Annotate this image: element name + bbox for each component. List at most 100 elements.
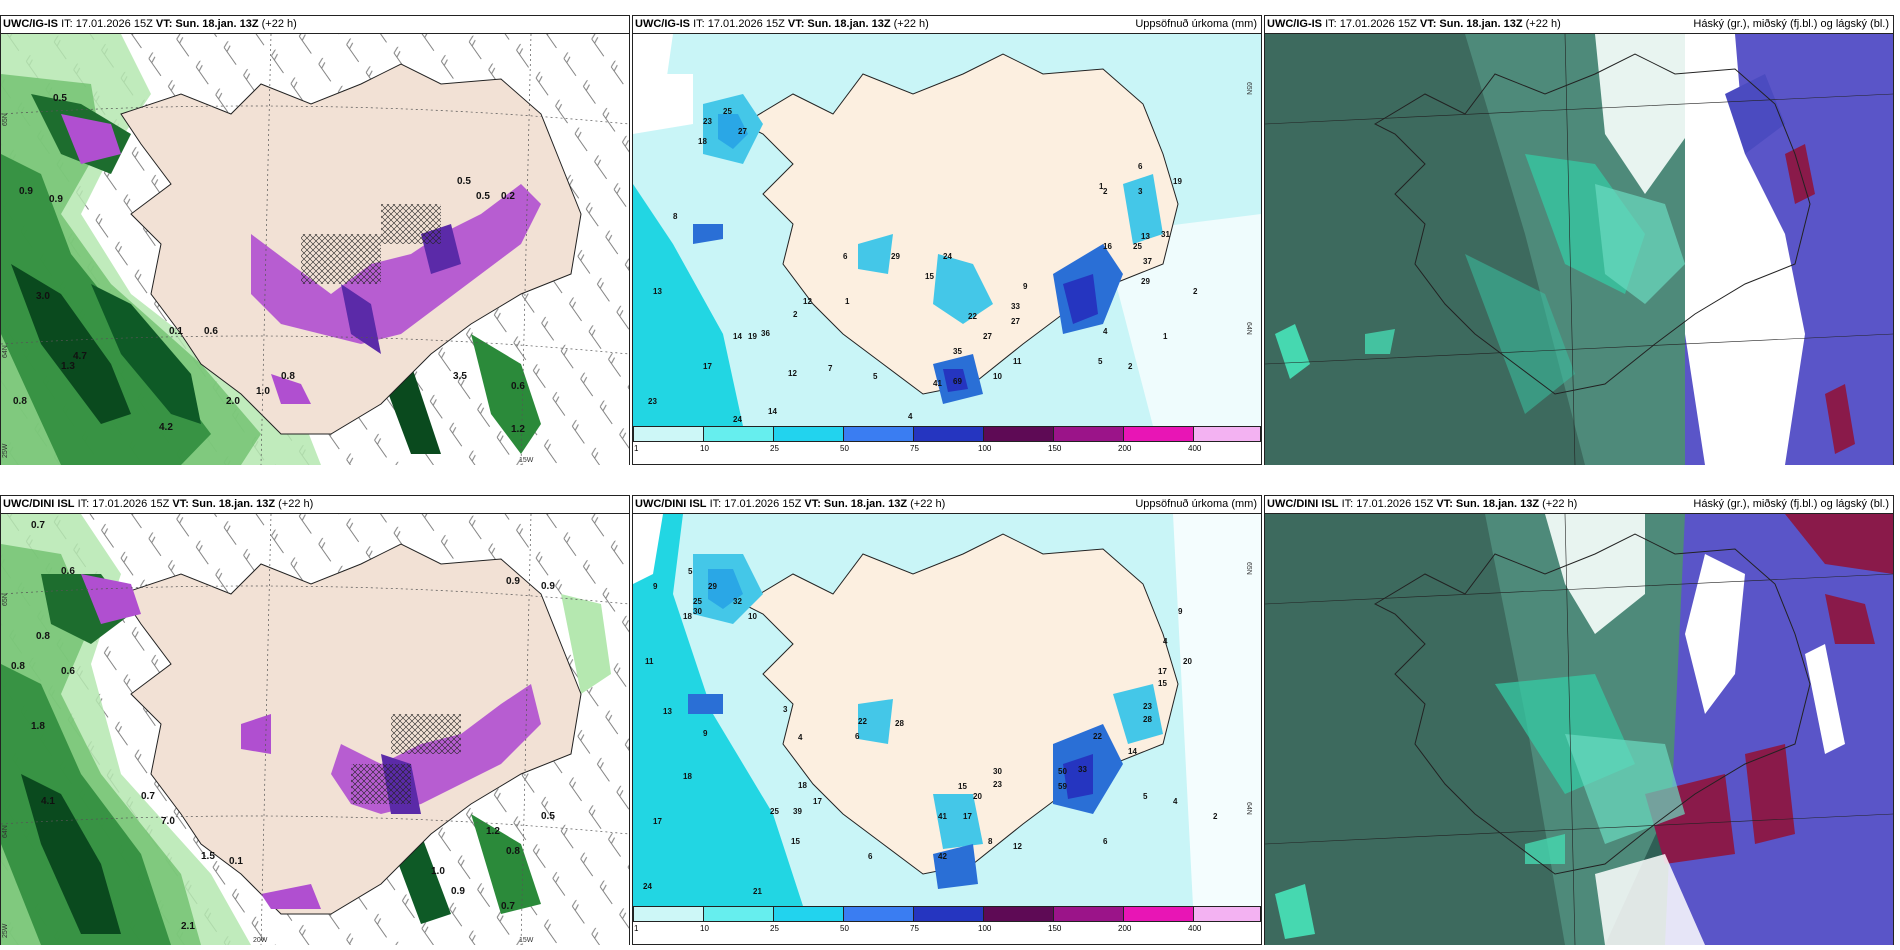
precip-value: 18 bbox=[683, 612, 692, 621]
wind-value: 7.0 bbox=[161, 816, 175, 827]
precip-value: 13 bbox=[1141, 232, 1150, 241]
precip-value: 2 bbox=[1128, 362, 1133, 371]
wind-value: 0.6 bbox=[61, 666, 75, 677]
colorbar-tick: 200 bbox=[1118, 444, 1132, 453]
grid-label: 20W bbox=[253, 937, 268, 944]
wind-value: 4.2 bbox=[159, 422, 173, 433]
precip-value: 8 bbox=[673, 212, 678, 221]
wind-value: 1.5 bbox=[201, 851, 215, 862]
precip-value: 5 bbox=[873, 372, 878, 381]
colorbar-segment bbox=[633, 426, 703, 442]
model-name: UWC/IG-IS bbox=[1267, 18, 1322, 30]
precip-value: 15 bbox=[925, 272, 934, 281]
valid-time: VT: Sun. 18.jan. 13Z bbox=[155, 18, 259, 30]
grid-label: 15W bbox=[519, 457, 534, 464]
precip-value: 29 bbox=[891, 252, 900, 261]
precip-value: 13 bbox=[653, 287, 662, 296]
precip-value: 15 bbox=[958, 782, 967, 791]
wind-value: 4.7 bbox=[73, 351, 87, 362]
precip-value: 23 bbox=[993, 780, 1002, 789]
precip-value: 9 bbox=[703, 729, 708, 738]
wind-value: 4.1 bbox=[41, 796, 55, 807]
colorbar-tick: 400 bbox=[1188, 444, 1202, 453]
colorbar-segment bbox=[843, 426, 913, 442]
colorbar-segment bbox=[913, 426, 983, 442]
wind-value: 0.9 bbox=[451, 886, 465, 897]
wind-value: 1.2 bbox=[511, 424, 525, 435]
colorbar-tick: 10 bbox=[700, 924, 709, 933]
precip-value: 6 bbox=[1138, 162, 1143, 171]
colorbar-tick: 50 bbox=[840, 444, 849, 453]
precip-value: 12 bbox=[803, 297, 812, 306]
wind-value: 1.0 bbox=[256, 386, 270, 397]
precip-value: 33 bbox=[1011, 302, 1020, 311]
precip-value: 12 bbox=[788, 369, 797, 378]
init-time: IT: 17.01.2026 15Z bbox=[693, 18, 785, 30]
wind-value: 1.0 bbox=[431, 866, 445, 877]
precip-value: 6 bbox=[1103, 837, 1108, 846]
precip-value: 9 bbox=[653, 582, 658, 591]
panel-dini-clouds: UWC/DINI ISL IT: 17.01.2026 15Z VT: Sun.… bbox=[1264, 495, 1894, 945]
precip-value: 5 bbox=[1098, 357, 1103, 366]
precip-value: 24 bbox=[943, 252, 952, 261]
precip-value: 32 bbox=[733, 597, 742, 606]
colorbar-segment bbox=[843, 906, 913, 922]
precip-value: 14 bbox=[768, 407, 777, 416]
precip-value: 41 bbox=[938, 812, 947, 821]
precip-value: 50 bbox=[1058, 767, 1067, 776]
precip-colorbar: 1 10 25 50 75 100 150 200 400 bbox=[633, 426, 1261, 464]
precip-value: 8 bbox=[988, 837, 993, 846]
precip-value: 59 bbox=[1058, 782, 1067, 791]
precip-value: 1 bbox=[845, 297, 850, 306]
precip-value: 12 bbox=[1013, 842, 1022, 851]
colorbar-tick: 100 bbox=[978, 444, 992, 453]
init-time: IT: 17.01.2026 15Z bbox=[61, 18, 153, 30]
grid-label: 25W bbox=[2, 443, 9, 458]
precip-value: 11 bbox=[1013, 357, 1022, 366]
wind-value: 0.8 bbox=[281, 371, 295, 382]
precip-value: 17 bbox=[653, 817, 662, 826]
precip-map: 5 9 29 25 32 10 30 18 11 13 18 17 24 21 … bbox=[633, 513, 1261, 906]
precip-value: 1 bbox=[1163, 332, 1168, 341]
colorbar-tick: 75 bbox=[910, 444, 919, 453]
panel-dini-precip: UWC/DINI ISL IT: 17.01.2026 15Z VT: Sun.… bbox=[632, 495, 1262, 945]
panel-ig-is-precip: UWC/IG-IS IT: 17.01.2026 15Z VT: Sun. 18… bbox=[632, 15, 1262, 465]
precip-colorbar: 1 10 25 50 75 100 150 200 400 bbox=[633, 906, 1261, 944]
wind-value: 0.6 bbox=[61, 566, 75, 577]
precip-value: 30 bbox=[693, 607, 702, 616]
precip-value: 22 bbox=[1093, 732, 1102, 741]
panel-variable-title: Uppsöfnuð úrkoma (mm) bbox=[1135, 18, 1257, 30]
precip-value: 6 bbox=[868, 852, 873, 861]
precip-value: 22 bbox=[968, 312, 977, 321]
colorbar-tick: 1 bbox=[634, 924, 639, 933]
colorbar-segment bbox=[913, 906, 983, 922]
wind-value: 0.9 bbox=[49, 194, 63, 205]
precip-value: 24 bbox=[643, 882, 652, 891]
wind-value: 0.5 bbox=[476, 191, 490, 202]
precip-value: 3 bbox=[1138, 187, 1143, 196]
precip-value: 7 bbox=[828, 364, 833, 373]
colorbar-segment bbox=[983, 426, 1053, 442]
precip-value: 2 bbox=[1213, 812, 1218, 821]
precip-map: 23 25 27 18 8 13 17 23 24 14 12 7 5 4 41… bbox=[633, 33, 1261, 426]
panel-header: UWC/DINI ISL IT: 17.01.2026 15Z VT: Sun.… bbox=[635, 496, 1257, 512]
precip-value: 28 bbox=[895, 719, 904, 728]
lead-time: (+22 h) bbox=[261, 18, 297, 30]
precip-value: 6 bbox=[843, 252, 848, 261]
wind-value: 0.7 bbox=[141, 791, 155, 802]
colorbar-tick: 75 bbox=[910, 924, 919, 933]
precip-value: 14 bbox=[1128, 747, 1137, 756]
precip-value: 1 bbox=[1099, 182, 1104, 191]
precip-value: 19 bbox=[1173, 177, 1182, 186]
colorbar-segment bbox=[773, 426, 843, 442]
wind-value: 0.5 bbox=[541, 811, 555, 822]
colorbar-tick: 100 bbox=[978, 924, 992, 933]
precip-value: 17 bbox=[1158, 667, 1167, 676]
precip-value: 11 bbox=[645, 657, 654, 666]
init-time: IT: 17.01.2026 15Z bbox=[1341, 498, 1434, 510]
colorbar-tick: 25 bbox=[770, 444, 779, 453]
precip-value: 23 bbox=[703, 117, 712, 126]
precip-value: 18 bbox=[698, 137, 707, 146]
precip-value: 30 bbox=[993, 767, 1002, 776]
precip-value: 25 bbox=[723, 107, 732, 116]
